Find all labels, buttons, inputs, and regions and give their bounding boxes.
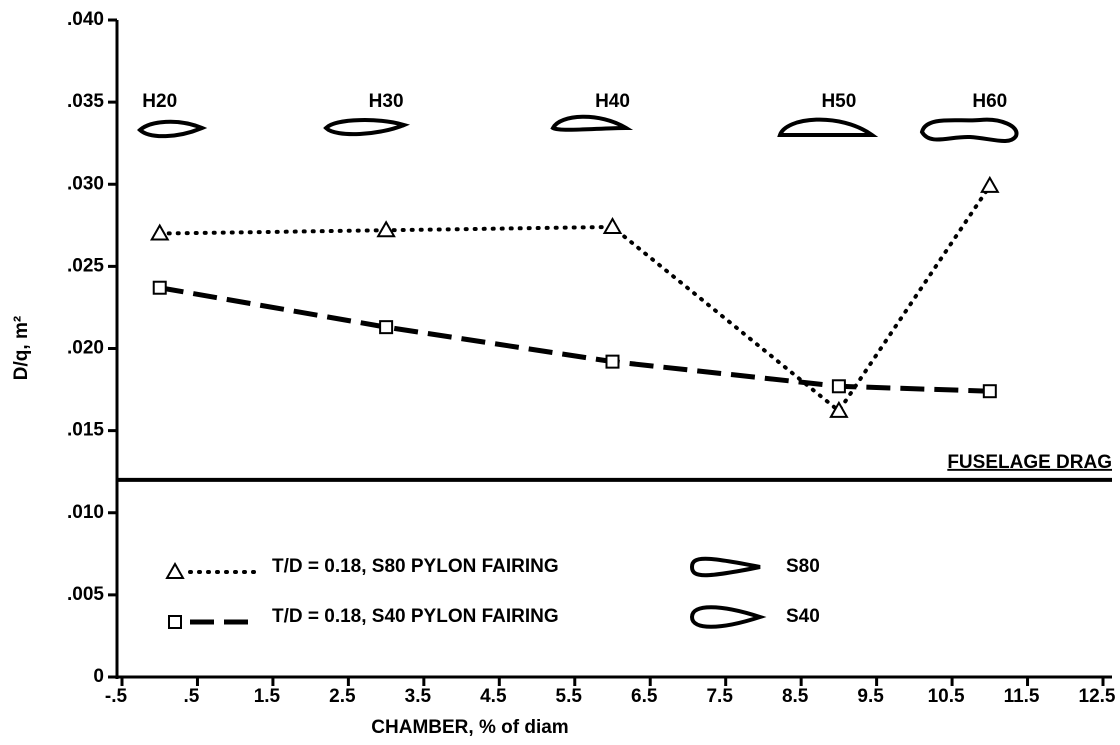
legend-profile-label: S80: [786, 556, 820, 577]
profile-label: H30: [369, 91, 404, 112]
triangle-marker: [376, 220, 396, 238]
x-tick-label: 6.5: [631, 686, 658, 707]
profile-h60: [919, 117, 1019, 143]
legend-label: T/D = 0.18, S80 PYLON FAIRING: [272, 556, 559, 577]
x-tick-label: 3.5: [405, 686, 432, 707]
y-tick-label: .040: [67, 9, 104, 30]
y-tick-label: .030: [67, 173, 104, 194]
y-tick-label: .015: [67, 420, 104, 441]
reference-label: FUSELAGE DRAG: [947, 452, 1112, 473]
profile-label: H60: [972, 91, 1007, 112]
x-tick-label: .5: [184, 686, 200, 707]
legend-marker: [165, 561, 185, 579]
profile-label: H40: [595, 91, 630, 112]
legend-label: T/D = 0.18, S40 PYLON FAIRING: [272, 606, 559, 627]
profile-h30: [323, 118, 411, 137]
x-tick-label: 9.5: [857, 686, 884, 707]
profile-h50: [777, 117, 879, 137]
series-line: [157, 183, 992, 414]
x-tick-label: 12.5: [1079, 686, 1116, 707]
y-tick-label: .010: [67, 502, 104, 523]
y-axis-title: D/q, m²: [11, 316, 32, 380]
x-axis-title: CHAMBER, % of diam: [371, 717, 568, 738]
x-tick-label: 5.5: [556, 686, 583, 707]
legend-profile-s40: [689, 605, 767, 629]
x-tick-label: 10.5: [928, 686, 965, 707]
x-tick-label: 11.5: [1004, 686, 1040, 707]
y-tick-label: .005: [67, 584, 104, 605]
y-tick-label: .035: [67, 91, 104, 112]
y-tick-label: 0: [93, 666, 104, 687]
square-marker: [152, 280, 167, 295]
x-tick-label: 4.5: [480, 686, 507, 707]
legend-profile-s80: [689, 556, 761, 578]
legend-marker: [168, 615, 182, 629]
square-marker: [831, 379, 846, 394]
square-marker: [605, 354, 620, 369]
profile-h40: [550, 114, 634, 132]
series-line: [159, 285, 990, 394]
legend-profile-label: S40: [786, 606, 820, 627]
x-tick-label: 2.5: [329, 686, 356, 707]
triangle-marker: [980, 175, 1000, 193]
y-tick-label: .025: [67, 255, 104, 276]
square-marker: [379, 320, 394, 335]
x-tick-label: -.5: [105, 686, 128, 707]
triangle-marker: [602, 216, 623, 234]
square-marker: [982, 384, 997, 399]
x-tick-label: 1.5: [254, 686, 281, 707]
x-tick-label: 7.5: [706, 686, 733, 707]
profile-h20: [137, 119, 208, 139]
y-tick-label: .020: [67, 338, 104, 359]
profile-label: H20: [142, 91, 177, 112]
triangle-marker: [150, 223, 170, 241]
profile-label: H50: [821, 91, 856, 112]
triangle-marker: [829, 400, 849, 418]
x-tick-label: 8.5: [782, 686, 809, 707]
